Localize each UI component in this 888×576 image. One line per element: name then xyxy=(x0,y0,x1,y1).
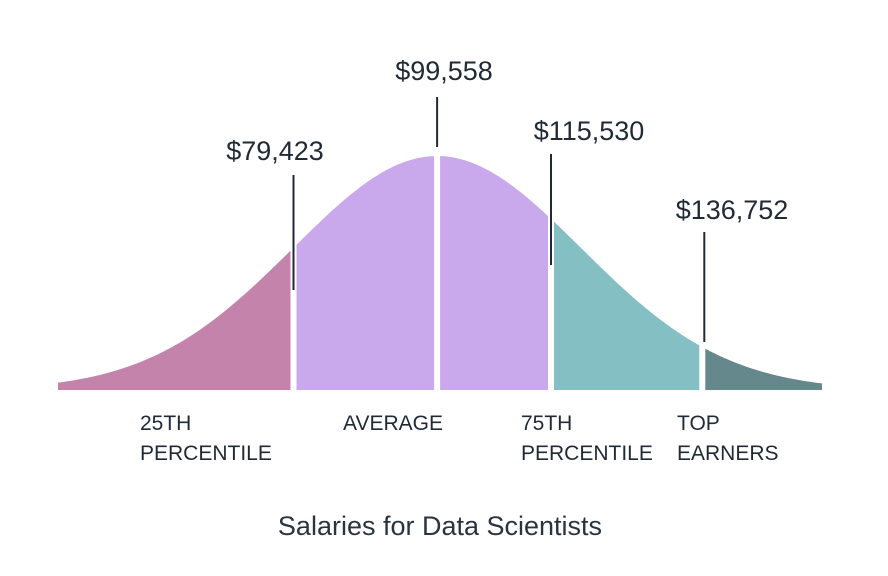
distribution-segment-3 xyxy=(437,156,551,390)
category-label-p25: 25TH PERCENTILE xyxy=(140,412,272,465)
distribution-segment-2 xyxy=(293,156,438,390)
category-label-line: PERCENTILE xyxy=(140,442,272,465)
category-label-line: PERCENTILE xyxy=(521,442,653,465)
value-label-top: $136,752 xyxy=(676,195,789,225)
distribution-segment-1 xyxy=(58,247,294,390)
chart-title: Salaries for Data Scientists xyxy=(278,511,602,541)
distribution-segment-4 xyxy=(551,218,703,390)
marker-value-labels: $79,423 $99,558 $115,530 $136,752 xyxy=(226,56,788,225)
category-label-line: 25TH xyxy=(140,412,191,435)
category-labels: 25TH PERCENTILE AVERAGE 75TH PERCENTILE TOP EA… xyxy=(140,412,779,465)
marker-leader-lines xyxy=(292,97,706,342)
category-label-average: AVERAGE xyxy=(343,412,443,435)
value-label-p75: $115,530 xyxy=(534,116,645,146)
distribution-segment-5 xyxy=(702,347,822,390)
category-label-p75: 75TH PERCENTILE xyxy=(521,412,653,465)
value-label-average: $99,558 xyxy=(395,56,493,86)
category-label-line: AVERAGE xyxy=(343,412,443,435)
category-label-top: TOP EARNERS xyxy=(677,412,779,465)
category-label-line: EARNERS xyxy=(677,442,779,465)
value-label-p25: $79,423 xyxy=(226,136,324,166)
category-label-line: 75TH xyxy=(521,412,572,435)
category-label-line: TOP xyxy=(677,412,720,435)
distribution-segments xyxy=(58,156,822,390)
